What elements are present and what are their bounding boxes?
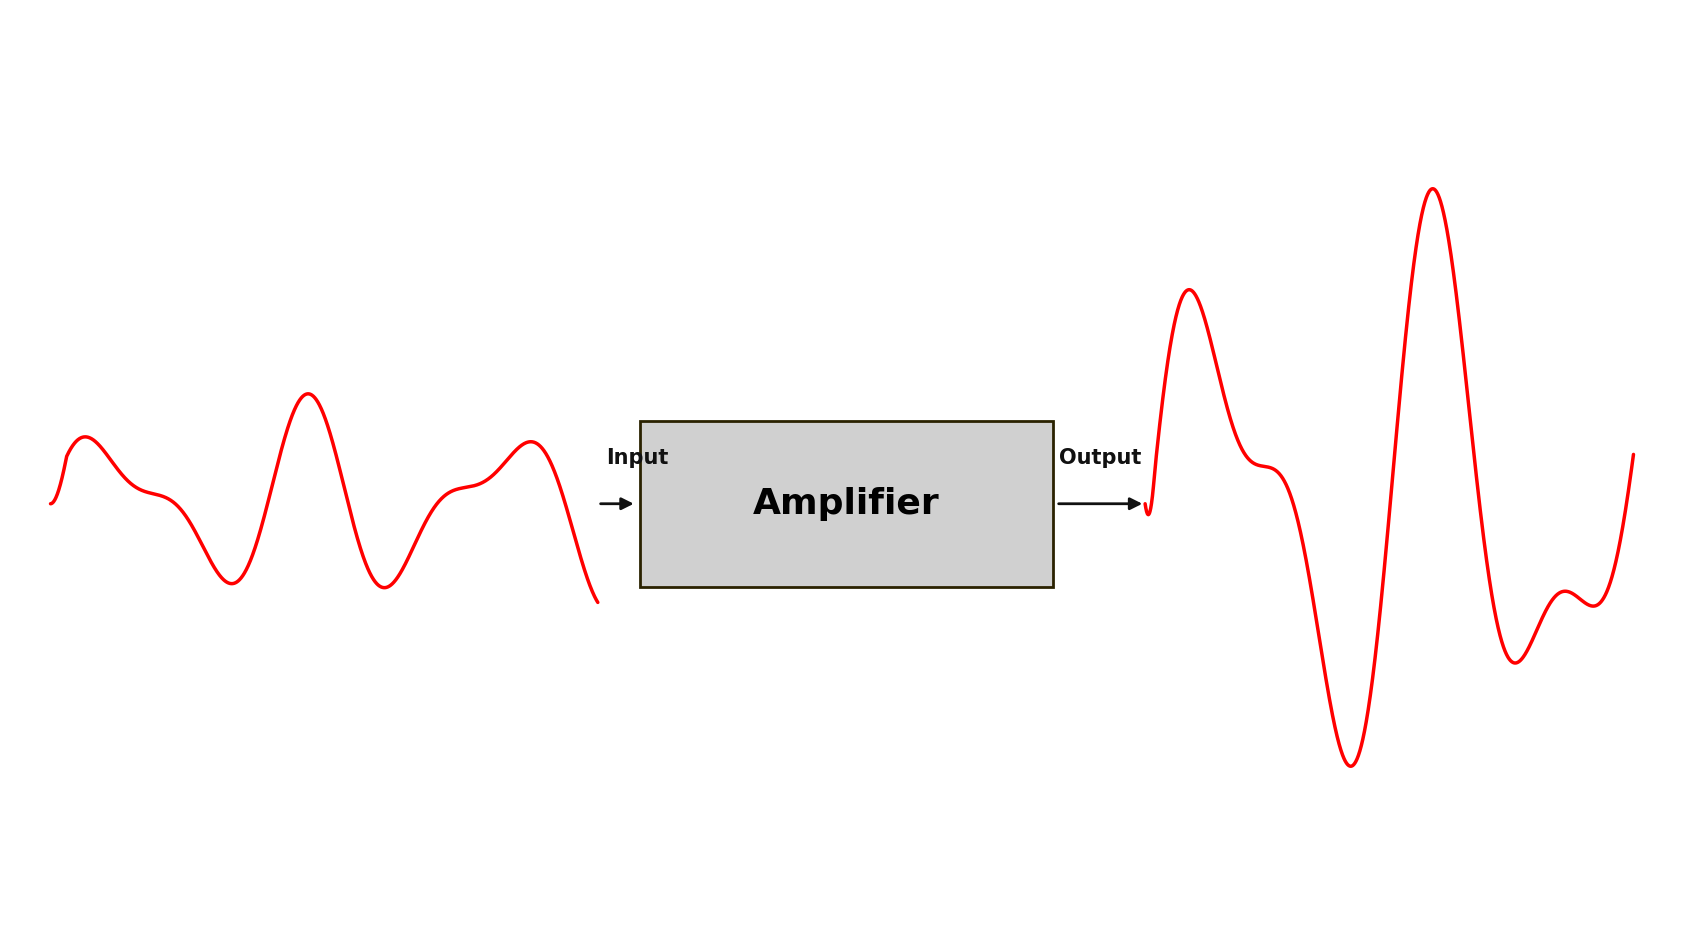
- Text: Amplifier: Amplifier: [753, 487, 940, 520]
- Text: Input: Input: [606, 447, 669, 467]
- Text: Output: Output: [1059, 447, 1142, 467]
- Bar: [640, 421, 1052, 587]
